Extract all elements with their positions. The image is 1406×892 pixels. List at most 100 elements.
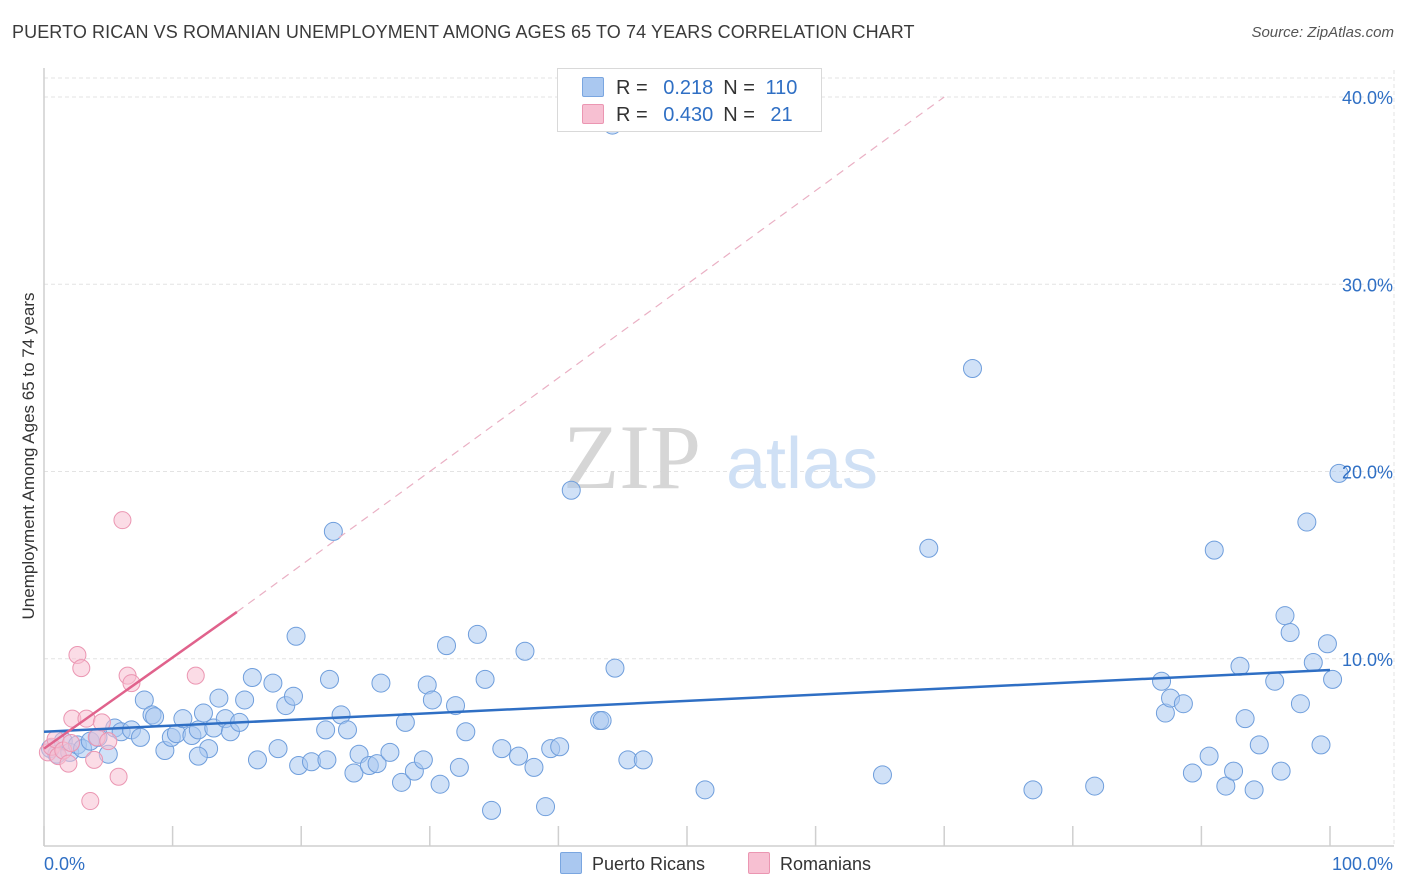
legend-r-value: 0.218 bbox=[663, 77, 714, 99]
point-puerto-ricans-92 bbox=[1230, 656, 1250, 676]
stats-legend: R = 0.218 N = 110 R = 0.430 N = 21 bbox=[557, 68, 822, 132]
y-tick-label: 40.0% bbox=[1342, 88, 1393, 108]
point-romanians-14 bbox=[92, 713, 111, 732]
point-romanians-6 bbox=[62, 734, 81, 753]
trend-line-romanians-extension bbox=[236, 96, 945, 613]
point-puerto-ricans-39 bbox=[316, 720, 336, 740]
point-puerto-ricans-96 bbox=[1265, 671, 1285, 691]
point-puerto-ricans-41 bbox=[323, 521, 343, 541]
point-puerto-ricans-12 bbox=[130, 727, 150, 747]
legend-n-label: N = bbox=[723, 77, 755, 99]
point-puerto-ricans-86 bbox=[1173, 694, 1193, 714]
point-puerto-ricans-68 bbox=[536, 797, 556, 817]
point-puerto-ricans-40 bbox=[319, 669, 339, 689]
point-puerto-ricans-22 bbox=[193, 703, 213, 723]
legend-r-value: 0.430 bbox=[663, 104, 714, 126]
point-puerto-ricans-33 bbox=[268, 739, 288, 759]
legend-n-value: 21 bbox=[770, 104, 793, 126]
legend-swatch-romanians bbox=[582, 104, 604, 124]
point-puerto-ricans-105 bbox=[1323, 669, 1343, 689]
point-puerto-ricans-15 bbox=[145, 707, 165, 727]
point-puerto-ricans-51 bbox=[395, 712, 415, 732]
point-puerto-ricans-67 bbox=[524, 757, 544, 777]
axes bbox=[43, 68, 1394, 847]
legend-n-value: 110 bbox=[765, 77, 798, 99]
point-romanians-12 bbox=[85, 750, 104, 769]
watermark-zip: ZIP bbox=[563, 406, 701, 508]
point-romanians-9 bbox=[72, 659, 91, 678]
point-puerto-ricans-82 bbox=[1085, 776, 1105, 796]
point-puerto-ricans-13 bbox=[134, 690, 154, 710]
point-puerto-ricans-95 bbox=[1249, 735, 1269, 755]
series-romanians bbox=[38, 511, 205, 811]
point-puerto-ricans-73 bbox=[592, 711, 612, 731]
bottom-legend-puerto-ricans: Puerto Ricans bbox=[560, 852, 705, 875]
point-puerto-ricans-106 bbox=[1329, 463, 1349, 483]
point-romanians-20 bbox=[186, 666, 205, 685]
trend-lines bbox=[43, 96, 1331, 750]
bottom-swatch-romanians bbox=[748, 852, 770, 874]
point-puerto-ricans-35 bbox=[283, 686, 303, 706]
legend-swatch-puerto-ricans bbox=[582, 77, 604, 97]
point-romanians-19 bbox=[122, 674, 141, 693]
point-puerto-ricans-32 bbox=[263, 673, 283, 693]
grid-lines bbox=[44, 70, 1395, 846]
point-puerto-ricans-79 bbox=[919, 538, 939, 558]
point-puerto-ricans-44 bbox=[344, 763, 364, 783]
point-puerto-ricans-63 bbox=[482, 800, 502, 820]
point-puerto-ricans-53 bbox=[413, 750, 433, 770]
point-puerto-ricans-29 bbox=[235, 690, 255, 710]
point-puerto-ricans-62 bbox=[475, 669, 495, 689]
point-puerto-ricans-100 bbox=[1290, 694, 1310, 714]
point-puerto-ricans-48 bbox=[371, 673, 391, 693]
trend-line-puerto-ricans bbox=[43, 668, 1331, 734]
point-romanians-16 bbox=[109, 767, 128, 786]
watermark-atlas: atlas bbox=[726, 424, 878, 504]
point-puerto-ricans-91 bbox=[1224, 761, 1244, 781]
point-puerto-ricans-98 bbox=[1275, 606, 1295, 626]
point-puerto-ricans-50 bbox=[392, 772, 412, 792]
point-romanians-5 bbox=[59, 754, 78, 773]
y-tick-label: 30.0% bbox=[1342, 275, 1393, 295]
tick-labels: 10.0% 20.0% 30.0% 40.0% 0.0% 100.0% bbox=[44, 88, 1393, 874]
bottom-legend-label: Romanians bbox=[780, 854, 872, 874]
point-puerto-ricans-74 bbox=[605, 658, 625, 678]
legend-row-puerto-ricans: R = 0.218 N = 110 bbox=[582, 77, 803, 100]
point-puerto-ricans-81 bbox=[1023, 780, 1043, 800]
point-puerto-ricans-90 bbox=[1216, 776, 1236, 796]
point-puerto-ricans-80 bbox=[962, 359, 982, 379]
point-puerto-ricans-94 bbox=[1244, 780, 1264, 800]
point-puerto-ricans-101 bbox=[1297, 512, 1317, 532]
point-puerto-ricans-31 bbox=[247, 750, 267, 770]
point-puerto-ricans-83 bbox=[1152, 671, 1172, 691]
y-tick-label: 10.0% bbox=[1342, 650, 1393, 670]
legend-row-romanians: R = 0.430 N = 21 bbox=[582, 104, 803, 127]
point-puerto-ricans-93 bbox=[1235, 709, 1255, 729]
legend-r-label: R = bbox=[616, 104, 648, 126]
point-puerto-ricans-56 bbox=[430, 774, 450, 794]
point-romanians-11 bbox=[81, 792, 100, 811]
point-puerto-ricans-49 bbox=[380, 742, 400, 762]
point-puerto-ricans-61 bbox=[467, 624, 487, 644]
legend-n-label: N = bbox=[723, 104, 755, 126]
point-puerto-ricans-108 bbox=[317, 750, 337, 770]
point-puerto-ricans-78 bbox=[872, 765, 892, 785]
point-puerto-ricans-25 bbox=[209, 688, 229, 708]
point-puerto-ricans-66 bbox=[515, 641, 535, 661]
point-puerto-ricans-102 bbox=[1303, 652, 1323, 672]
x-tick-label: 0.0% bbox=[44, 854, 85, 874]
y-axis-label: Unemployment Among Ages 65 to 74 years bbox=[19, 293, 38, 620]
point-puerto-ricans-97 bbox=[1271, 761, 1291, 781]
point-puerto-ricans-47 bbox=[367, 754, 387, 774]
bottom-legend-romanians: Romanians bbox=[748, 852, 871, 875]
x-tick-label: 100.0% bbox=[1332, 854, 1393, 874]
point-puerto-ricans-59 bbox=[449, 757, 469, 777]
point-puerto-ricans-87 bbox=[1182, 763, 1202, 783]
point-puerto-ricans-64 bbox=[492, 739, 512, 759]
point-puerto-ricans-57 bbox=[437, 636, 457, 656]
bottom-legend-label: Puerto Ricans bbox=[592, 854, 706, 874]
point-puerto-ricans-109 bbox=[188, 746, 208, 766]
point-puerto-ricans-88 bbox=[1199, 746, 1219, 766]
point-puerto-ricans-55 bbox=[422, 690, 442, 710]
